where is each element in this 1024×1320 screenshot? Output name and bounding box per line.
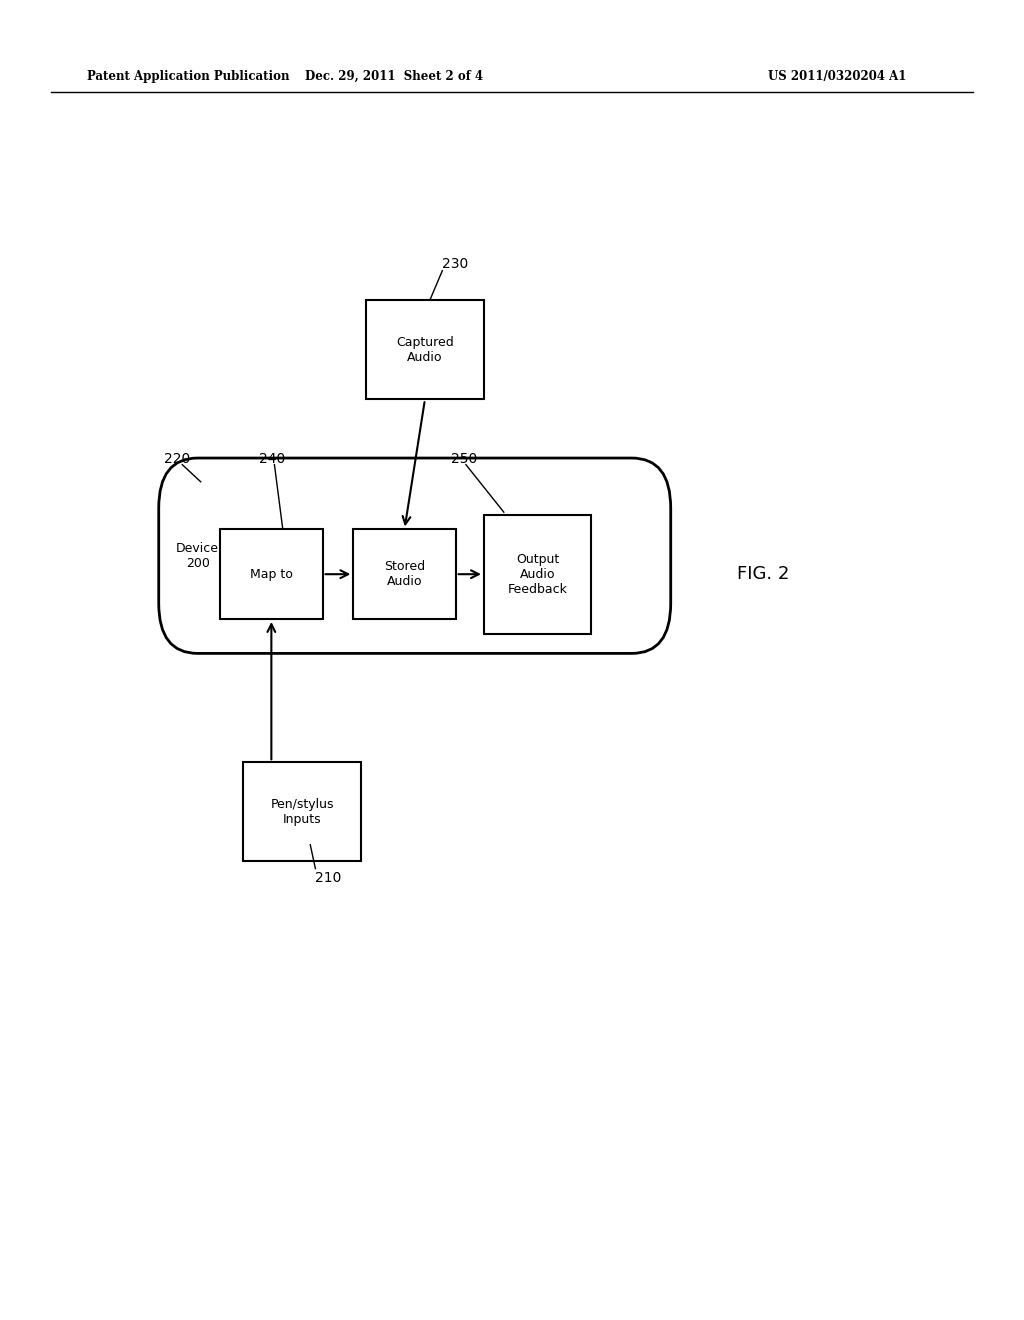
Text: 250: 250 bbox=[451, 453, 477, 466]
Text: 210: 210 bbox=[315, 871, 342, 884]
Text: Dec. 29, 2011  Sheet 2 of 4: Dec. 29, 2011 Sheet 2 of 4 bbox=[305, 70, 483, 83]
FancyBboxPatch shape bbox=[367, 301, 483, 399]
FancyBboxPatch shape bbox=[220, 529, 323, 619]
Text: Output
Audio
Feedback: Output Audio Feedback bbox=[508, 553, 567, 595]
Text: Device
200: Device 200 bbox=[176, 541, 219, 570]
FancyBboxPatch shape bbox=[159, 458, 671, 653]
Text: Captured
Audio: Captured Audio bbox=[396, 335, 454, 364]
FancyBboxPatch shape bbox=[244, 762, 360, 861]
Text: 220: 220 bbox=[164, 453, 190, 466]
Text: Stored
Audio: Stored Audio bbox=[384, 560, 425, 589]
FancyBboxPatch shape bbox=[353, 529, 456, 619]
Text: US 2011/0320204 A1: US 2011/0320204 A1 bbox=[768, 70, 906, 83]
Text: Pen/stylus
Inputs: Pen/stylus Inputs bbox=[270, 797, 334, 826]
Text: Patent Application Publication: Patent Application Publication bbox=[87, 70, 290, 83]
Text: 230: 230 bbox=[442, 257, 469, 271]
FancyBboxPatch shape bbox=[484, 515, 592, 634]
Text: FIG. 2: FIG. 2 bbox=[737, 565, 790, 583]
Text: Map to: Map to bbox=[250, 568, 293, 581]
Text: 240: 240 bbox=[259, 453, 286, 466]
